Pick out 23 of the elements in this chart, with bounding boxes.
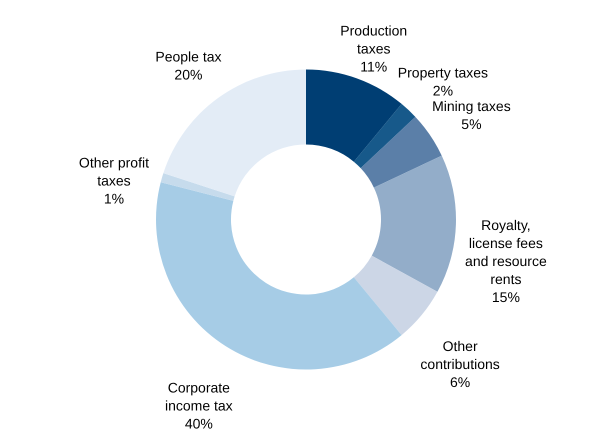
data-label: 5% (461, 116, 482, 132)
donut-slice (372, 156, 456, 292)
donut-slice (354, 104, 416, 168)
data-label: 20% (174, 66, 202, 83)
slice-label: Royalty, license fees and resource rents (465, 216, 547, 287)
slice-label: Production taxes (340, 22, 408, 56)
data-label: 6% (450, 374, 470, 390)
data-label: 15% (492, 288, 520, 305)
data-label: 2% (432, 82, 454, 99)
donut-slice (163, 70, 306, 196)
data-label: 1% (104, 190, 124, 207)
data-label: 40% (184, 415, 213, 432)
donut-slice (354, 256, 438, 336)
slice-label: Property taxes (398, 64, 488, 81)
slice-label: Other contributions (420, 338, 500, 372)
slice-label: People tax (155, 48, 222, 65)
donut-slice (156, 182, 402, 370)
slice-label: Other profit taxes (78, 154, 150, 189)
donut-slice (360, 116, 442, 188)
slice-label: Mining taxes (432, 98, 511, 114)
data-label: 11% (360, 58, 388, 74)
donut-slice (160, 173, 235, 201)
slice-label: Corporate income tax (164, 379, 233, 414)
